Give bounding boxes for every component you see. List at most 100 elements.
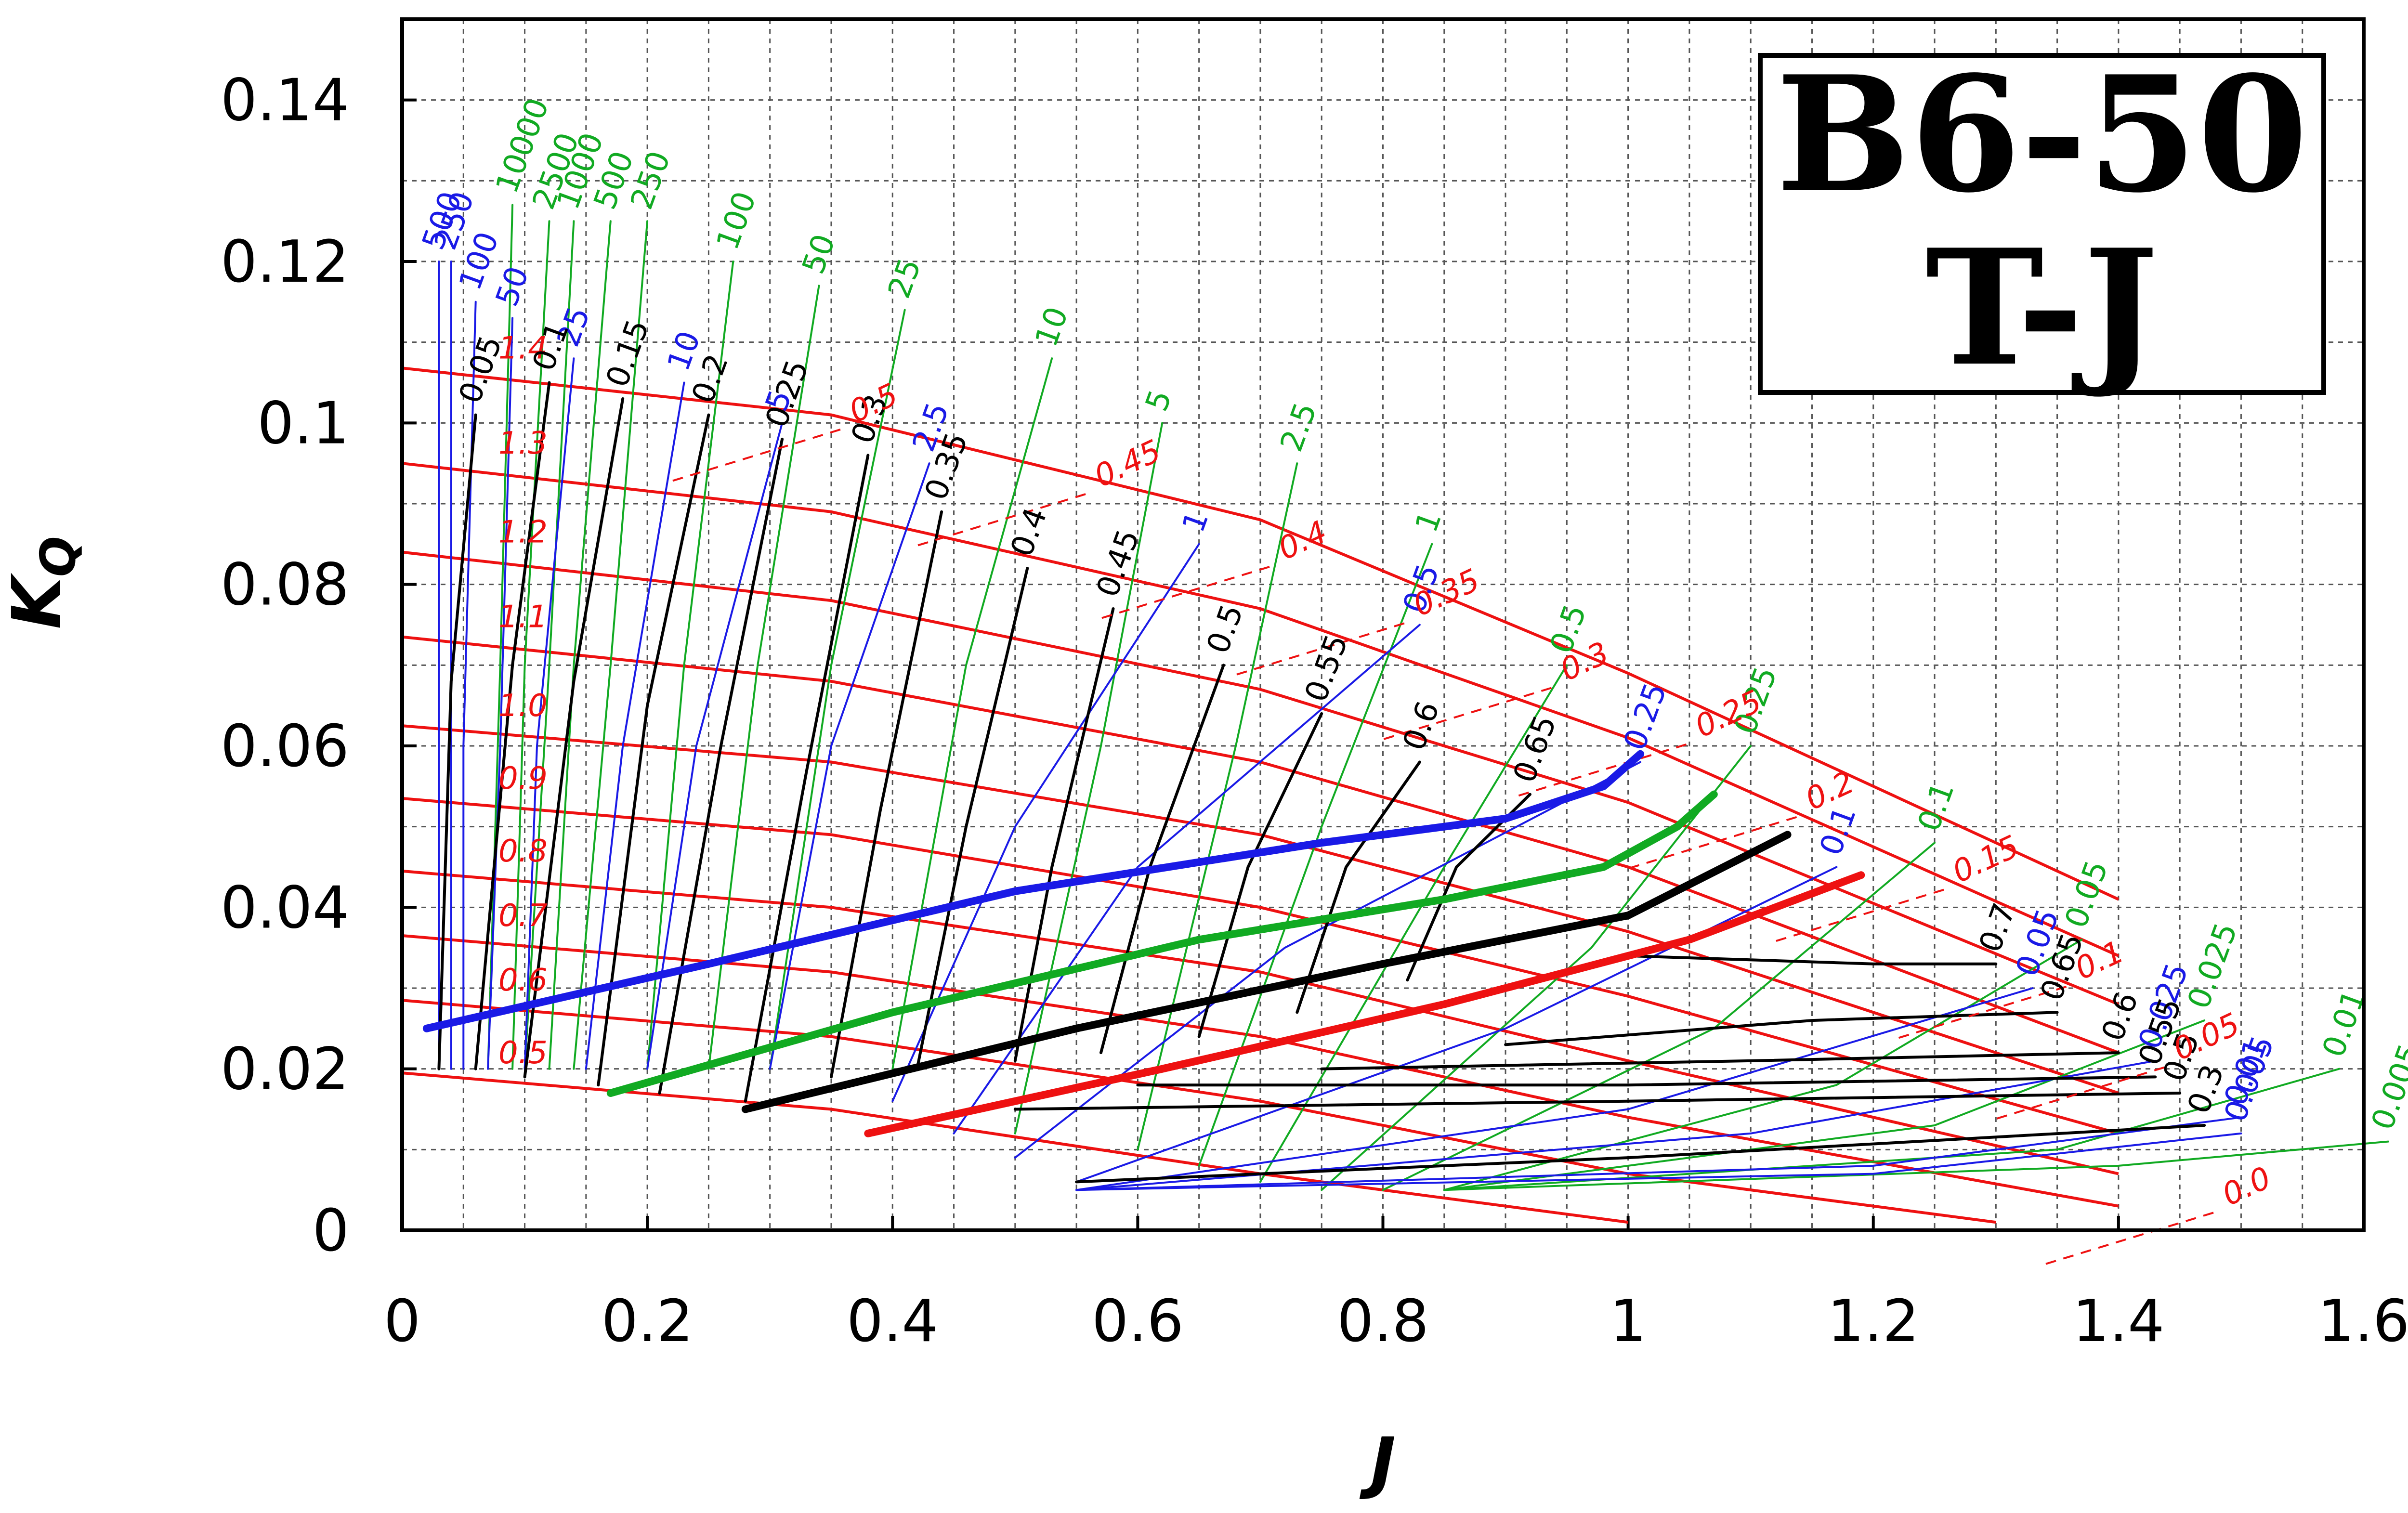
efficiency-curve-0p35 — [830, 510, 943, 1079]
x-tick-label: 0.2 — [602, 1288, 694, 1355]
pitch-ratio-label-0p5: 0.5 — [498, 1035, 548, 1071]
x-tick-label: 0.6 — [1092, 1288, 1184, 1355]
y-axis-title: KQ — [0, 536, 86, 629]
blue-curve-10 — [585, 381, 685, 1070]
efficiency-curve-0p25 — [658, 437, 784, 1095]
pitch-ratio-label-1p0: 1.0 — [498, 688, 548, 724]
y-tick-label: 0.14 — [221, 67, 349, 134]
x-tick-label: 0.4 — [847, 1288, 939, 1355]
optimum-curve-red — [864, 871, 1865, 1137]
advance-ratio-dash-0p0 — [2045, 1210, 2220, 1265]
advance-ratio-dash-0p2 — [1628, 814, 1803, 870]
green-curve-1000 — [523, 220, 575, 1070]
blue-curve-0p1 — [1075, 866, 1838, 1183]
green-curve-250 — [573, 220, 649, 1070]
efficiency-curve-0p6 — [1296, 760, 1421, 1014]
optimum-curve-blue — [422, 750, 1645, 1032]
green-curve-50 — [707, 285, 820, 1070]
advance-ratio-dash-0p25 — [1518, 742, 1692, 797]
pitch-ratio-curve-0p7 — [402, 934, 2119, 1208]
efficiency-curve-0p5 — [1013, 1092, 2182, 1111]
advance-ratio-dash-0p05 — [1996, 1064, 2171, 1120]
efficiency-curve-0p3 — [1075, 1124, 2206, 1184]
y-tick-label: 0.12 — [221, 229, 349, 296]
green-curve-0p025 — [1443, 1019, 2206, 1191]
pitch-ratio-label-1p3: 1.3 — [498, 426, 548, 461]
blue-curve-0p01 — [1075, 1116, 2242, 1191]
blue-curve-0p005 — [1075, 1132, 2242, 1191]
y-tick-label: 0.06 — [221, 713, 349, 780]
pitch-ratio-curve-1p4 — [402, 366, 2120, 901]
title-line-2: T-J — [1925, 214, 2159, 401]
green-curve-100 — [646, 261, 734, 1070]
green-curve-10 — [891, 357, 1053, 1070]
title-frame — [1758, 53, 2326, 395]
pitch-ratio-label-1p1: 1.1 — [498, 600, 548, 635]
pitch-ratio-label-1p4: 1.4 — [498, 330, 548, 366]
pitch-ratio-label-0p8: 0.8 — [498, 834, 548, 869]
advance-ratio-dash-0p5 — [672, 427, 847, 482]
title-box: B6-50 T-J — [1758, 41, 2326, 401]
blue-curve-5 — [646, 422, 784, 1070]
blue-curve-0p05 — [1075, 987, 2034, 1191]
efficiency-curve-0p45 — [1013, 607, 1115, 1062]
y-tick-label: 0 — [313, 1198, 349, 1265]
blue-curve-1 — [891, 543, 1200, 1102]
efficiency-curve-0p3 — [744, 454, 870, 1103]
pitch-ratio-curve-0p9 — [402, 797, 2119, 1135]
y-tick-label: 0.04 — [221, 874, 349, 941]
efficiency-curve-0p7 — [1626, 954, 1998, 965]
title-line-1: B6-50 — [1776, 41, 2308, 228]
green-curve-2500 — [511, 220, 550, 1070]
blue-curve-50 — [487, 317, 514, 1070]
x-tick-label: 0 — [384, 1288, 420, 1355]
series-group — [402, 204, 2389, 1265]
optimum-curve-green — [606, 790, 1718, 1097]
green-curve-500 — [548, 220, 612, 1070]
green-curve-0p005 — [1443, 1140, 2389, 1191]
green-curve-0p01 — [1443, 1068, 2341, 1191]
y-tick-label: 0.08 — [221, 552, 349, 619]
efficiency-curve-0p05 — [437, 413, 477, 1070]
advance-ratio-dash-0p3 — [1383, 685, 1557, 740]
efficiency-curve-0p6 — [1320, 1051, 2120, 1070]
efficiency-curve-0p15 — [523, 397, 625, 1079]
y-axis-title-main: K — [0, 573, 77, 629]
efficiency-curve-0p2 — [597, 413, 710, 1087]
y-ticks: 0 0.02 0.04 0.06 0.08 0.1 0.12 0.14 — [221, 67, 417, 1265]
plot-frame — [400, 17, 2366, 1232]
pitch-ratio-curve-0p6 — [402, 999, 1996, 1224]
x-tick-label: 1.2 — [1827, 1288, 1919, 1355]
green-curve-0p5 — [1259, 664, 1568, 1183]
pitch-ratio-label-0p6: 0.6 — [498, 963, 548, 998]
optimum-curve-black — [741, 831, 1792, 1113]
advance-ratio-dash-0p15 — [1776, 887, 1950, 942]
efficiency-curve-0p55 — [1197, 712, 1323, 1038]
green-curve-10000 — [487, 204, 514, 1070]
efficiency-curve-0p1 — [474, 381, 551, 1070]
blue-curve-25 — [523, 357, 575, 1070]
pitch-ratio-label-0p9: 0.9 — [498, 761, 548, 796]
green-curve-0p05 — [1443, 939, 2083, 1191]
efficiency-curve-0p4 — [916, 567, 1029, 1070]
pitch-ratio-curve-1p2 — [402, 550, 2120, 1006]
y-tick-label: 0.1 — [257, 390, 349, 457]
advance-ratio-dash-0p45 — [917, 491, 1092, 547]
y-tick-label: 0.02 — [221, 1036, 349, 1103]
x-tick-label: 1 — [1610, 1288, 1646, 1355]
blue-curve-0p25 — [1014, 761, 1642, 1159]
pitch-ratio-curve-1p0 — [402, 724, 2119, 1095]
x-tick-label: 0.8 — [1337, 1288, 1429, 1355]
pitch-ratio-curve-1p3 — [402, 462, 2120, 957]
advance-ratio-dash-0p35 — [1236, 620, 1411, 676]
advance-ratio-dash-0p1 — [1898, 984, 2073, 1039]
x-tick-label: 1.4 — [2072, 1288, 2164, 1355]
green-curve-2p5 — [1137, 462, 1298, 1151]
blue-curve-2p5 — [769, 462, 930, 1070]
pitch-ratio-label-1p2: 1.2 — [498, 515, 548, 550]
y-axis-title-sub: Q — [30, 536, 86, 577]
x-tick-label: 1.6 — [2318, 1288, 2408, 1355]
green-curve-25 — [769, 309, 906, 1070]
efficiency-curve-0p55 — [1136, 1075, 2157, 1087]
